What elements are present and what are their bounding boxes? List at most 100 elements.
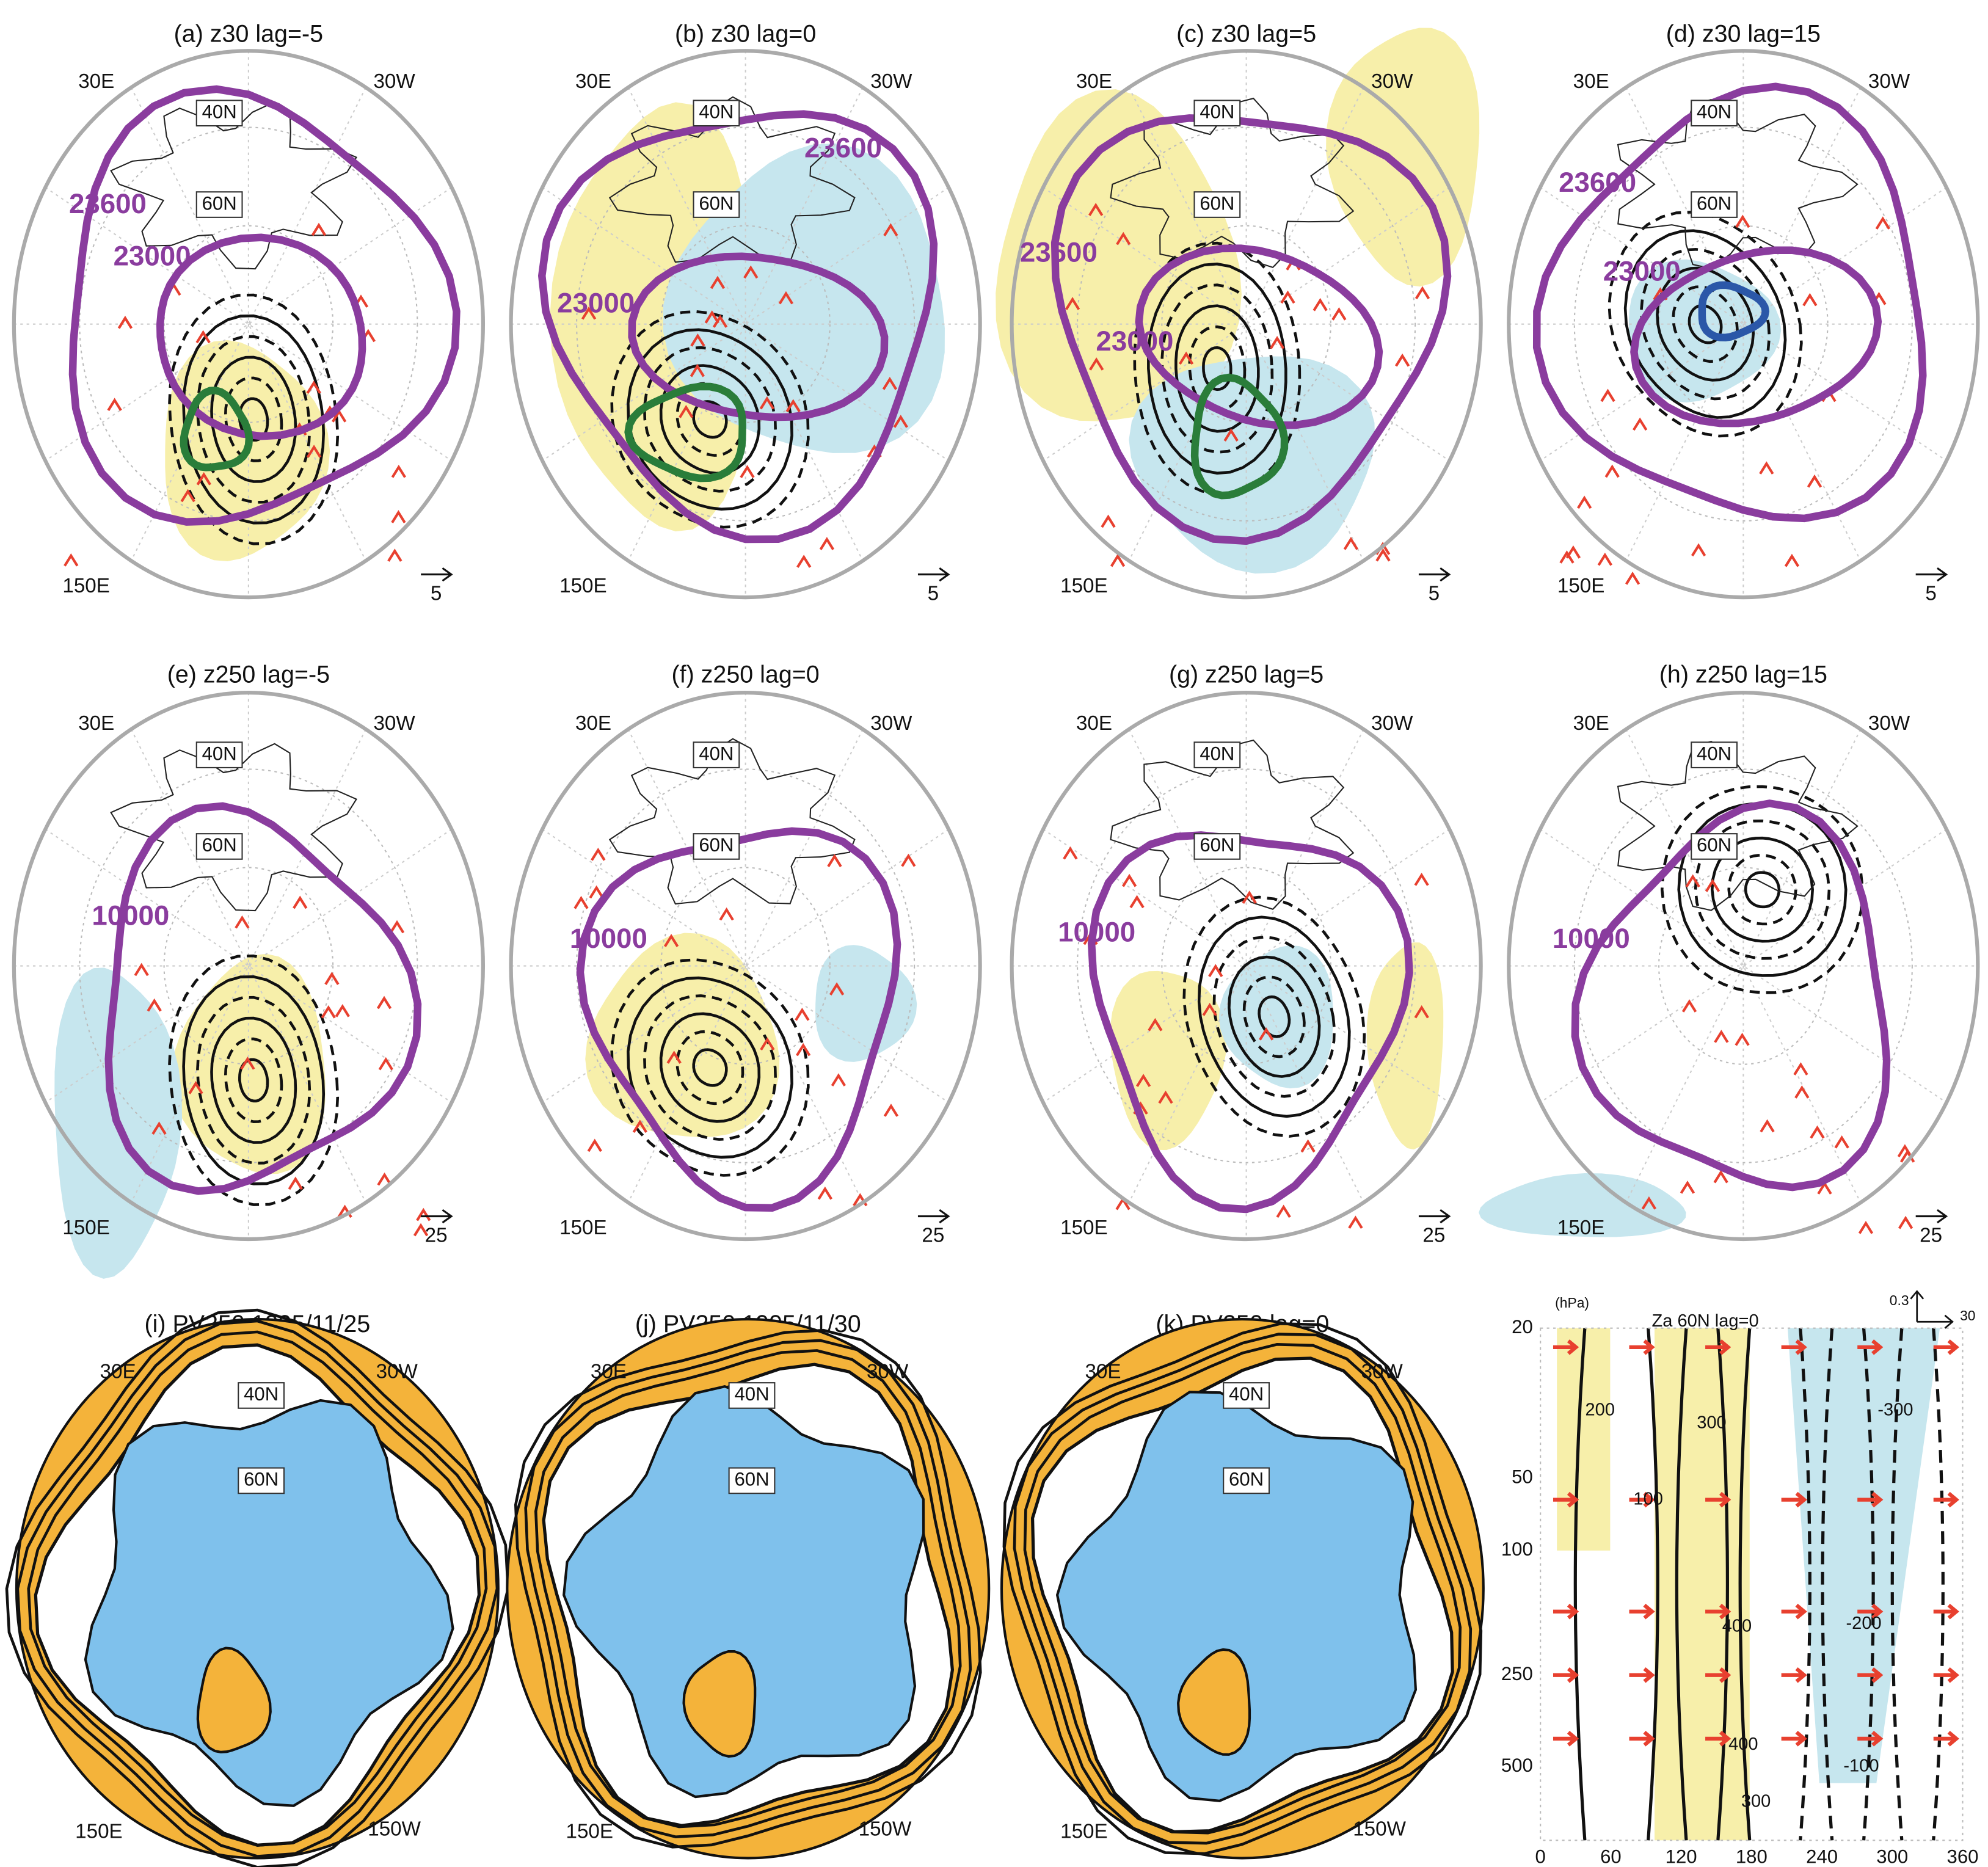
longitude-label: 150E (559, 575, 607, 597)
contour-label: 10000 (1058, 917, 1135, 948)
panel-title: (g) z250 lag=5 (1169, 661, 1324, 688)
reference-arrow (421, 568, 451, 581)
longitude-label: 30W (1868, 712, 1910, 735)
longitude-label: 150E (62, 575, 110, 597)
wind-vector (1567, 548, 1580, 558)
latitude-label: 40N (1697, 101, 1731, 122)
latitude-label: 60N (1697, 834, 1731, 856)
wind-vector (1760, 464, 1773, 474)
longitude-label: 30E (78, 70, 114, 93)
longitude-label: 30E (575, 712, 611, 735)
x-tick-label: 0 (1535, 1846, 1546, 1867)
contour (1746, 873, 1779, 907)
longitude-label: 30W (867, 1360, 909, 1383)
contour (1662, 787, 1862, 993)
latitude-label: 60N (1229, 1469, 1264, 1490)
longitude-label: 30W (373, 712, 415, 735)
reference-label: 25 (425, 1225, 448, 1247)
wind-vector (1415, 875, 1428, 886)
x-tick-label: 240 (1806, 1846, 1838, 1867)
wind-vector (1629, 1669, 1652, 1681)
shade (1655, 1328, 1750, 1841)
reference-arrow (1916, 1210, 1946, 1223)
wind-vector (307, 383, 320, 393)
contour-label: 100 (1633, 1489, 1662, 1509)
wind-vector (818, 1189, 831, 1199)
latitude-label: 60N (699, 192, 734, 214)
latitude-label: 40N (202, 743, 237, 764)
wind-vector (832, 1075, 845, 1086)
x-tick-label: 180 (1736, 1846, 1768, 1867)
latitude-label: 40N (734, 1383, 769, 1405)
latitude-label: 60N (1697, 192, 1731, 214)
contour-label: 23000 (557, 287, 635, 318)
coastline (111, 744, 357, 911)
contour (1729, 856, 1796, 924)
y-tick-label: 20 (1512, 1316, 1533, 1337)
longitude-label: 30W (870, 712, 912, 735)
wind-vector (1302, 1141, 1314, 1152)
wind-vector (1277, 1207, 1290, 1217)
contour-label: 10000 (570, 923, 647, 954)
wind-vector (1761, 1122, 1774, 1132)
wind-vector (588, 1141, 601, 1151)
x-tick-label: 60 (1600, 1846, 1622, 1867)
wind-vector (1601, 391, 1614, 401)
wind-vector (1243, 893, 1256, 903)
contour-label: 23000 (1096, 326, 1173, 357)
reference-label: 5 (1429, 583, 1440, 605)
reference-label: 25 (922, 1225, 944, 1247)
wind-vector (1934, 1605, 1956, 1618)
latitude-label: 60N (1200, 834, 1234, 856)
wind-vector (902, 856, 915, 867)
y-tick-label: 500 (1501, 1755, 1533, 1776)
contour-label: 300 (1741, 1792, 1771, 1811)
longitude-label: 30W (376, 1360, 418, 1383)
longitude-label: 30E (78, 712, 114, 735)
contour-label: 200 (1586, 1400, 1615, 1420)
longitude-label: 150E (1557, 1217, 1605, 1239)
latitude-label: 40N (699, 743, 734, 764)
latitude-label: 40N (202, 101, 237, 122)
wind-vector (1782, 1605, 1804, 1618)
wind-vector (119, 318, 132, 329)
contour-label: 23600 (69, 188, 147, 219)
longitude-label: 150E (62, 1217, 110, 1239)
longitude-label: 30E (575, 70, 611, 93)
wind-vector (1860, 1223, 1873, 1234)
wind-vector (1629, 1341, 1652, 1353)
longitude-label: 150E (1060, 1217, 1108, 1239)
latitude-label: 40N (244, 1383, 279, 1405)
wind-vector (1553, 1732, 1576, 1745)
contour-label: 10000 (92, 900, 169, 931)
wind-vector (1123, 876, 1136, 887)
wind-vector (1131, 897, 1143, 908)
wind-vector (1629, 1605, 1652, 1618)
latitude-label: 60N (734, 1469, 769, 1490)
wind-vector (1396, 356, 1409, 366)
shading (1367, 942, 1443, 1149)
panel-title: (f) z250 lag=0 (672, 661, 820, 688)
wind-vector (1934, 1732, 1956, 1745)
longitude-label: 150W (859, 1818, 912, 1840)
wind-vector (1683, 1002, 1696, 1012)
wind-vector (720, 910, 733, 920)
longitude-label: 150W (368, 1818, 421, 1840)
wind-vector (1634, 420, 1647, 430)
panel-title: (d) z30 lag=15 (1666, 21, 1821, 48)
wind-vector (1899, 1218, 1912, 1229)
reference-arrow (1419, 1210, 1449, 1223)
contour (1934, 1328, 1943, 1841)
latitude-label: 40N (1200, 101, 1234, 122)
wind-vector (379, 1060, 392, 1070)
contour-label: 400 (1722, 1616, 1752, 1636)
reference-label: 0.3 (1890, 1292, 1909, 1308)
y-tick-label: 250 (1501, 1663, 1533, 1684)
reference-arrow (918, 568, 948, 581)
wind-vector (1681, 1183, 1694, 1193)
wind-vector (1578, 498, 1591, 508)
y-tick-label: 100 (1501, 1538, 1533, 1560)
longitude-label: 30E (1076, 70, 1112, 93)
wind-vector (1796, 1088, 1808, 1098)
wind-vector (798, 557, 810, 567)
